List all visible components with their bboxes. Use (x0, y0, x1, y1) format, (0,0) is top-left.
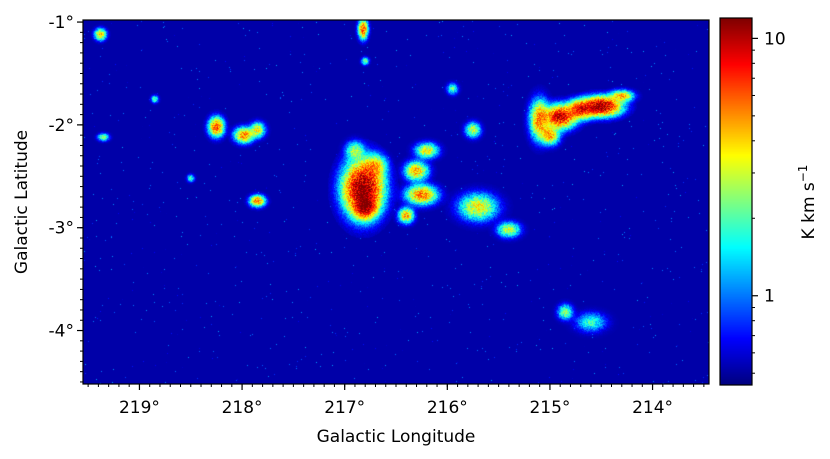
heatmap-container (83, 20, 709, 384)
colorbar-container (720, 18, 752, 385)
colorbar-gradient (720, 18, 752, 385)
x-tick-label: 214° (632, 398, 673, 418)
colorbar-label: K km s−1 (796, 165, 819, 240)
intensity-heatmap (83, 20, 709, 384)
y-tick-label: -1° (49, 13, 74, 33)
colorbar-tick-label: 10 (764, 29, 786, 49)
colorbar: 1 10 K km s−1 (719, 17, 819, 386)
x-tick-label: 219° (119, 398, 160, 418)
x-tick-label: 215° (529, 398, 570, 418)
colorbar-label-superscript: −1 (796, 165, 810, 183)
y-tick-label: -2° (49, 116, 74, 136)
y-axis-title: Galactic Latitude (12, 130, 32, 274)
colorbar-tick-label: 1 (764, 287, 775, 307)
x-tick-label: 218° (222, 398, 263, 418)
y-axis: -1° -2° -3° -4° (49, 13, 83, 383)
colorbar-ticks: 1 10 (752, 29, 786, 374)
x-tick-label: 217° (324, 398, 365, 418)
colorbar-label-base: K km s (799, 182, 819, 239)
colorbar-frame (719, 17, 753, 386)
y-tick-label: -3° (49, 219, 74, 239)
y-tick-label: -4° (49, 322, 74, 342)
x-tick-label: 216° (427, 398, 468, 418)
plot-area (82, 19, 710, 385)
x-axis-title: Galactic Longitude (317, 427, 476, 447)
x-axis: 219° 218° 217° 216° 215° 214° (87, 384, 705, 418)
